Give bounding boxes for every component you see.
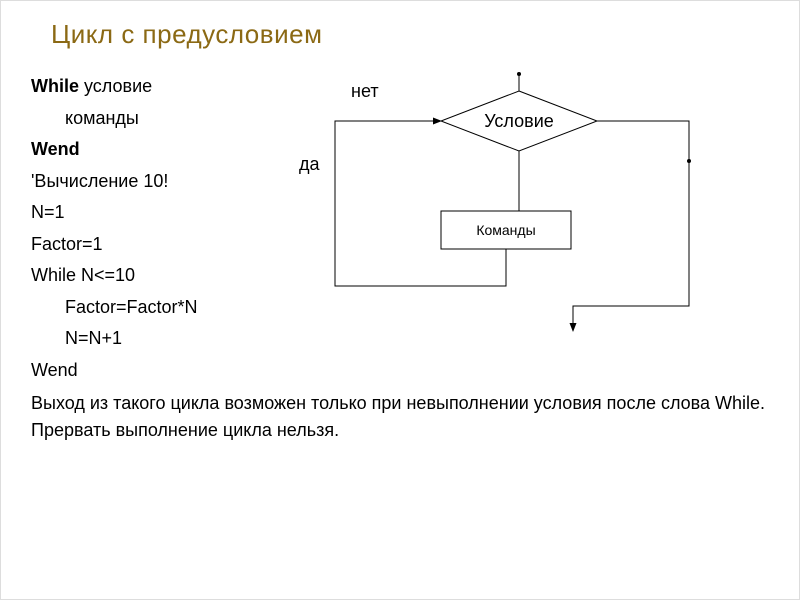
code-line-10: Wend	[31, 355, 769, 387]
flowchart-svg: Условие Команды	[331, 71, 701, 336]
svg-text:Условие: Условие	[484, 111, 554, 131]
keyword-while: While	[31, 76, 79, 96]
page-title: Цикл с предусловием	[1, 1, 799, 50]
code-text: условие	[79, 76, 152, 96]
description-text: Выход из такого цикла возможен только пр…	[31, 390, 769, 444]
svg-text:Команды: Команды	[476, 222, 535, 238]
flowchart-diagram: Условие Команды	[331, 71, 701, 336]
label-da: да	[299, 154, 320, 175]
